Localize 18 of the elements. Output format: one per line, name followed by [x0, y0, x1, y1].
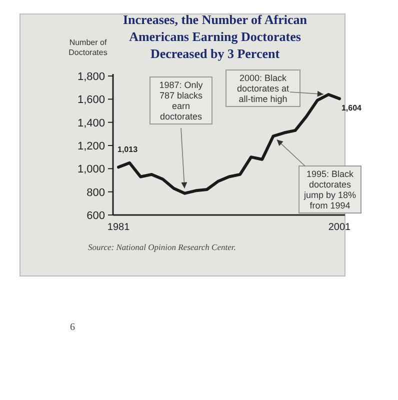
- y-tick-label: 1,400: [77, 117, 105, 130]
- data-label: 1,013: [118, 145, 138, 154]
- y-tick-label: 1,200: [77, 140, 105, 152]
- y-tick-label: 800: [86, 186, 105, 199]
- y-tick-label: 600: [86, 210, 105, 222]
- annotation: 2000: Black doctorates at all-time high: [236, 73, 290, 104]
- y-axis-title: Number of Doctorates: [68, 38, 108, 57]
- x-tick-label: 1981: [107, 222, 130, 233]
- y-tick-label: 1,800: [77, 71, 105, 83]
- source-note: Source: National Opinion Research Center.: [88, 242, 236, 252]
- data-label: 1,604: [341, 104, 362, 113]
- annotation: 1987: Only 787 blacks earn doctorates: [159, 80, 204, 122]
- text: 6: [70, 322, 75, 333]
- y-tick-label: 1,600: [77, 94, 105, 106]
- annotation: 1995: Black doctorates jump by 18% from 1994: [302, 169, 356, 210]
- x-tick-label: 2001: [328, 222, 352, 233]
- chart-title: Increases, the Number of African Americans Earning Doctorates Decreased by 3 Percent: [122, 12, 308, 61]
- y-tick-label: 1,000: [77, 164, 105, 176]
